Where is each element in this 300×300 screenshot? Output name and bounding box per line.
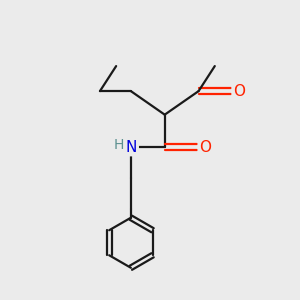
- Text: N: N: [126, 140, 137, 154]
- Text: O: O: [233, 84, 245, 99]
- Text: O: O: [200, 140, 211, 154]
- Text: H: H: [113, 138, 124, 152]
